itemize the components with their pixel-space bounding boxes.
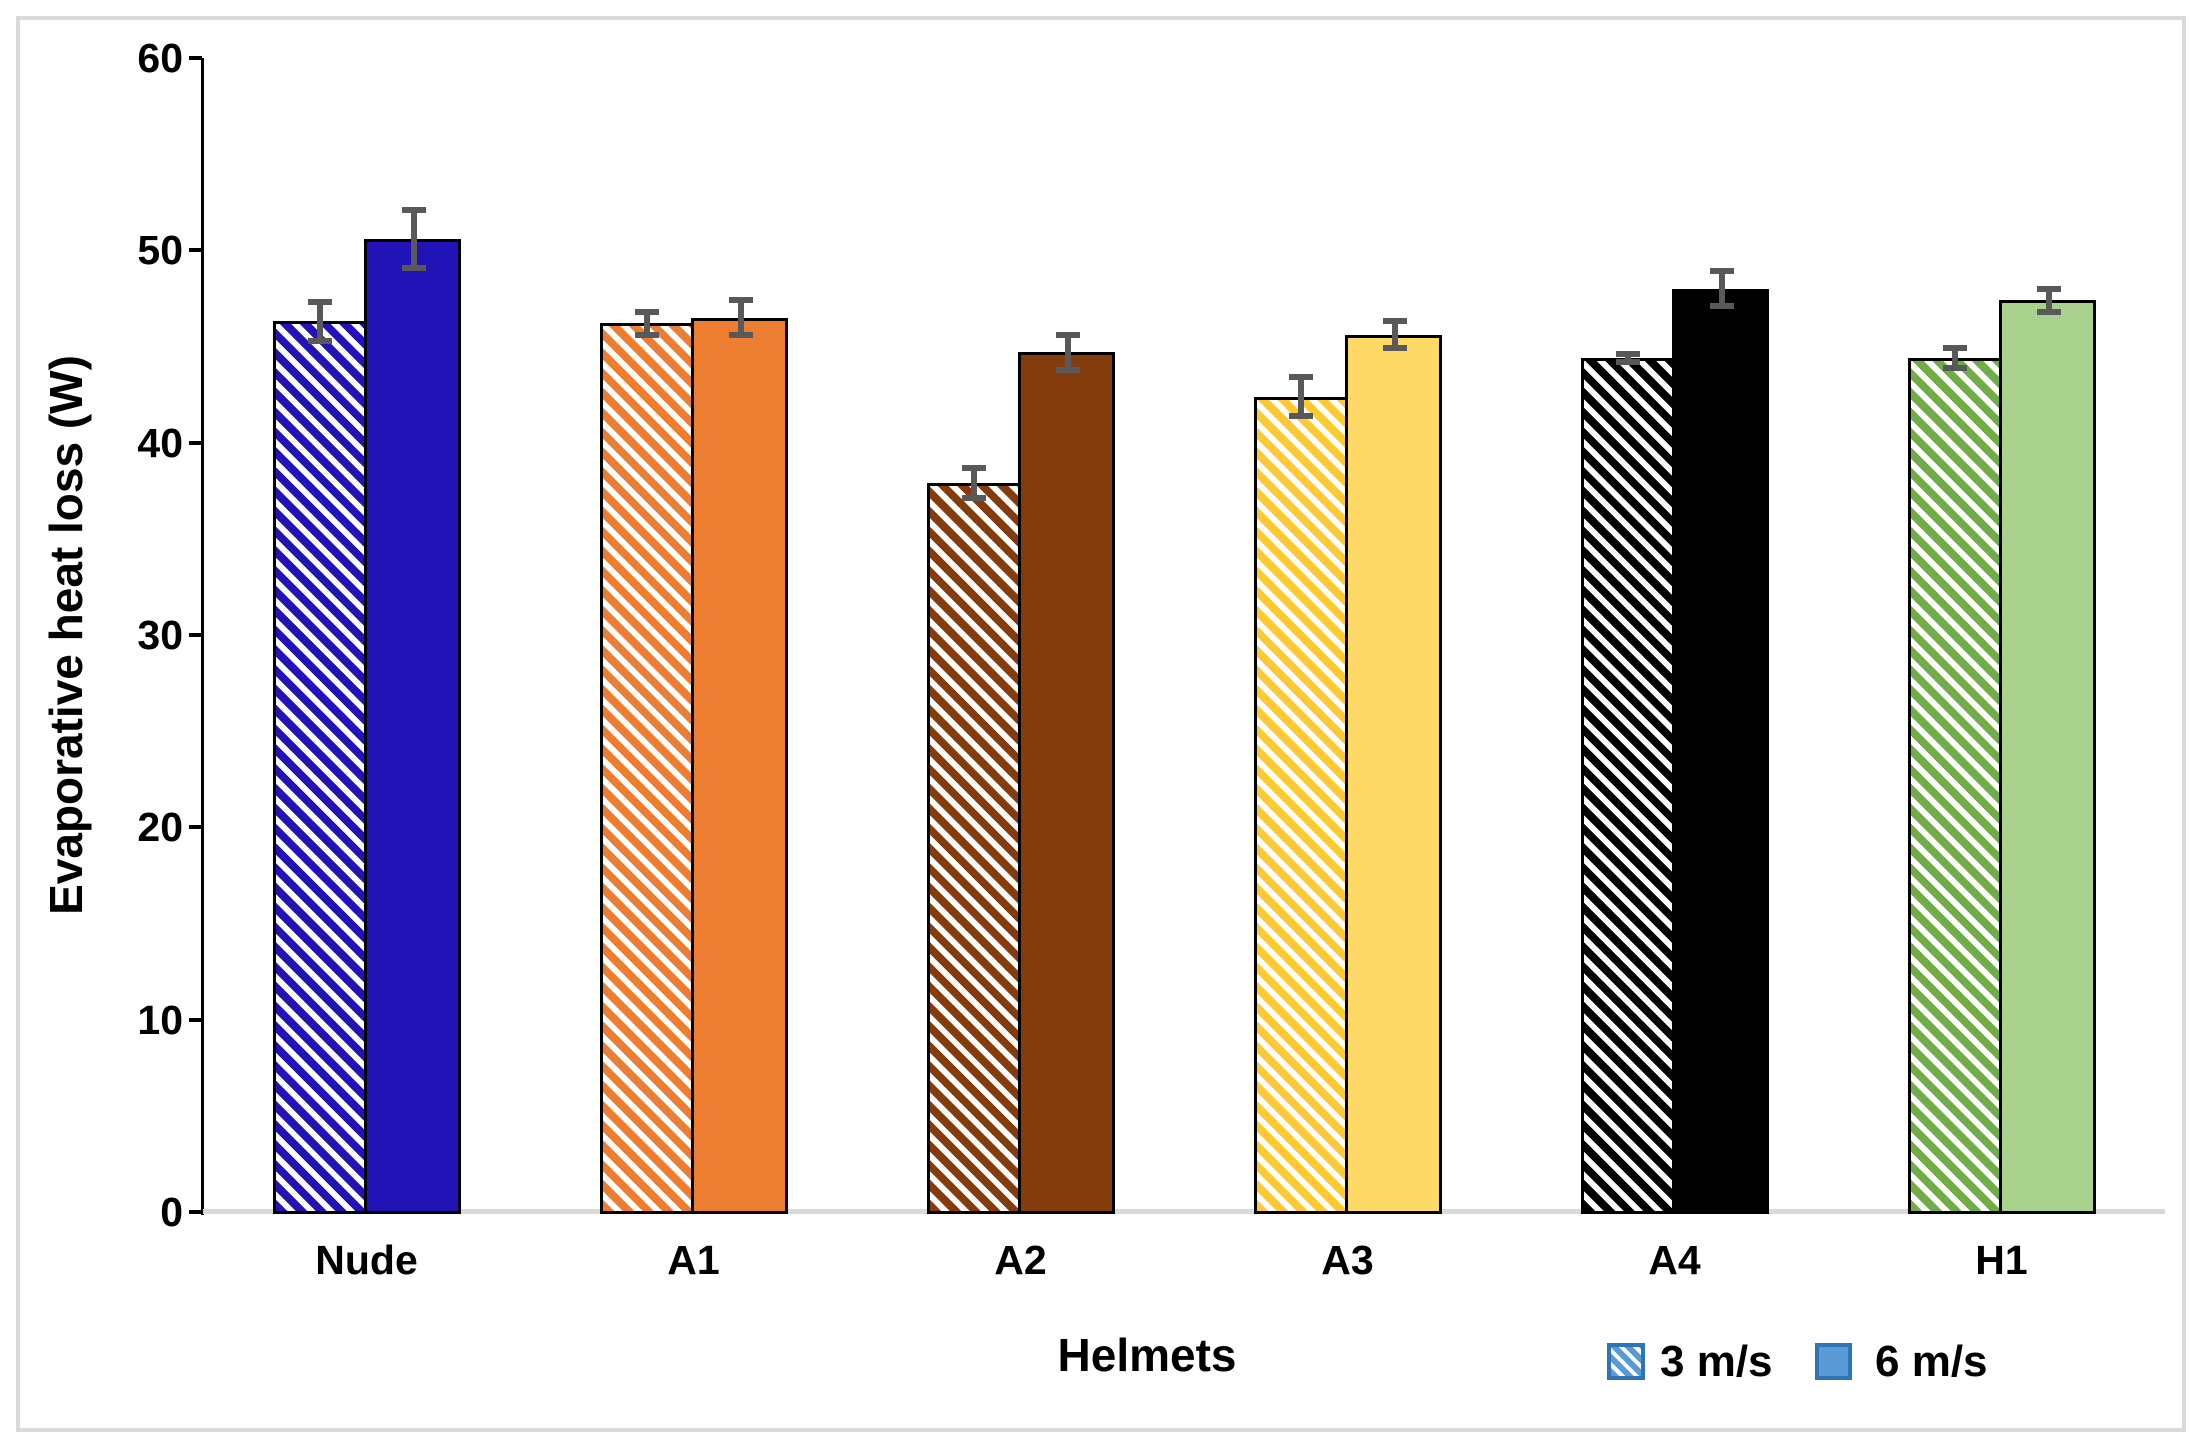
bar-6ms-a3 xyxy=(1344,334,1442,1214)
error-bar-part xyxy=(401,206,426,213)
error-bar-part xyxy=(316,302,323,341)
error-bar-part xyxy=(737,300,744,335)
error-bar-part xyxy=(1709,268,1734,275)
error-bar-part xyxy=(1288,374,1313,381)
y-tick-mark-60 xyxy=(189,56,202,60)
y-tick-mark-20 xyxy=(189,825,202,830)
bar-3ms-a1 xyxy=(599,323,694,1214)
error-bar-part xyxy=(728,297,753,304)
error-bar-part xyxy=(1951,348,1958,368)
bar-6ms-a2 xyxy=(1017,352,1115,1214)
error-bar-part xyxy=(410,209,417,268)
error-bar-part xyxy=(1624,354,1631,362)
legend-swatch-solid-6ms xyxy=(1815,1343,1852,1380)
error-bar-part xyxy=(1942,345,1967,352)
error-bar-part xyxy=(634,331,659,338)
y-tick-label-0: 0 xyxy=(160,1189,183,1235)
error-bar-part xyxy=(970,467,977,499)
error-bar-part xyxy=(1391,321,1398,349)
y-tick-mark-30 xyxy=(189,633,202,637)
legend-swatch-hatched-3ms xyxy=(1607,1343,1645,1380)
y-tick-mark-40 xyxy=(189,440,202,445)
error-bar-part xyxy=(643,311,650,335)
y-tick-label-40: 40 xyxy=(137,419,183,466)
error-bar-part xyxy=(728,331,753,338)
bar-6ms-a1 xyxy=(690,317,788,1214)
error-bar-part xyxy=(2036,285,2061,292)
error-bar-part xyxy=(1942,364,1967,371)
error-bar-part xyxy=(2036,308,2061,315)
error-bar-part xyxy=(307,299,332,306)
error-bar-part xyxy=(1055,366,1080,373)
error-bar-part xyxy=(1382,318,1407,325)
y-tick-mark-0 xyxy=(189,1210,202,1214)
error-bar-part xyxy=(1382,345,1407,352)
x-category-label-h1: H1 xyxy=(1975,1237,2028,1283)
legend-label-3ms: 3 m/s xyxy=(1660,1337,1773,1386)
bar-6ms-a4 xyxy=(1671,288,1769,1214)
x-axis-title: Helmets xyxy=(1057,1329,1237,1381)
legend-label-6ms: 6 m/s xyxy=(1875,1337,1988,1386)
error-bar-part xyxy=(1718,271,1725,307)
error-bar-part xyxy=(1064,334,1071,370)
x-axis-line xyxy=(203,1209,2165,1214)
y-tick-label-20: 20 xyxy=(137,804,183,851)
error-bar-part xyxy=(1709,303,1734,310)
bar-6ms-nude xyxy=(363,238,461,1214)
error-bar-part xyxy=(1297,377,1304,416)
bar-3ms-a4 xyxy=(1580,358,1675,1214)
error-bar-part xyxy=(961,464,986,471)
y-axis-line xyxy=(201,58,204,1215)
bar-3ms-h1 xyxy=(1907,358,2002,1214)
x-category-label-nude: Nude xyxy=(315,1237,418,1283)
x-category-label-a2: A2 xyxy=(994,1237,1047,1283)
error-bar-part xyxy=(401,264,426,271)
error-bar-part xyxy=(1615,351,1640,358)
y-tick-label-60: 60 xyxy=(137,35,183,81)
error-bar-part xyxy=(2045,288,2052,312)
x-category-label-a1: A1 xyxy=(667,1237,720,1283)
bar-3ms-a2 xyxy=(926,483,1021,1214)
bar-3ms-nude xyxy=(272,321,367,1214)
error-bar-part xyxy=(1615,358,1640,365)
bar-3ms-a3 xyxy=(1253,396,1348,1214)
y-tick-mark-10 xyxy=(189,1017,202,1022)
error-bar-part xyxy=(1288,412,1313,419)
error-bar-part xyxy=(1055,331,1080,338)
bar-6ms-h1 xyxy=(1998,300,2096,1214)
x-category-label-a4: A4 xyxy=(1648,1237,1701,1283)
x-category-label-a3: A3 xyxy=(1321,1237,1374,1283)
y-tick-label-10: 10 xyxy=(137,996,183,1043)
error-bar-part xyxy=(634,308,659,315)
y-tick-label-30: 30 xyxy=(137,612,183,658)
error-bar-part xyxy=(961,495,986,502)
y-tick-mark-50 xyxy=(189,248,202,253)
y-tick-label-50: 50 xyxy=(137,227,183,274)
error-bar-part xyxy=(307,337,332,344)
